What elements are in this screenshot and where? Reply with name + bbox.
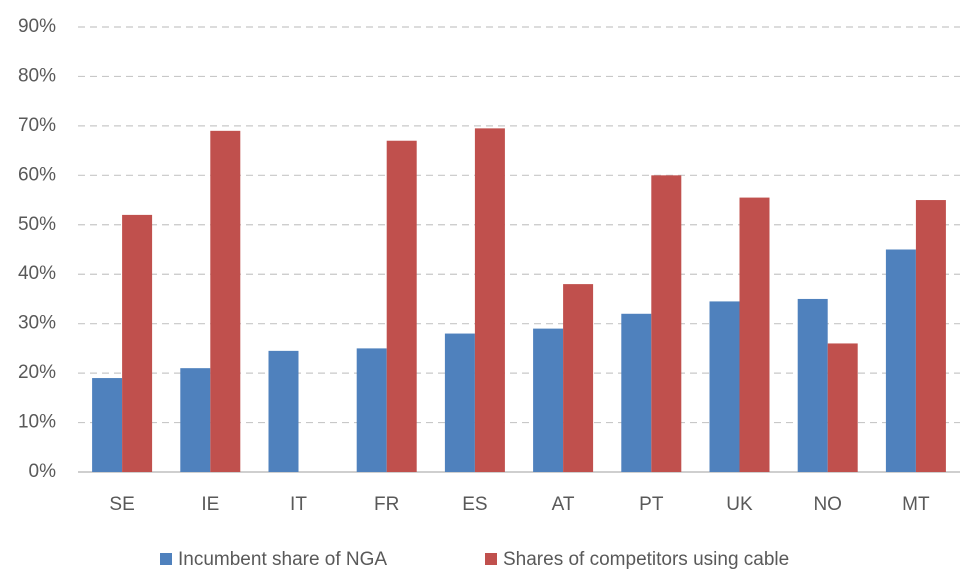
- y-tick-label: 40%: [18, 263, 56, 284]
- x-tick-label: NO: [813, 494, 842, 515]
- y-tick-label: 80%: [18, 65, 56, 86]
- x-tick-label: SE: [109, 494, 134, 515]
- x-tick-label: MT: [902, 494, 930, 515]
- x-tick-label: UK: [726, 494, 753, 515]
- bar: [92, 378, 123, 472]
- bar: [709, 301, 740, 472]
- legend-swatch: [160, 553, 172, 565]
- bar: [827, 343, 858, 472]
- y-tick-label: 30%: [18, 313, 56, 334]
- y-tick-label: 90%: [18, 16, 56, 37]
- y-tick-label: 0%: [29, 461, 57, 482]
- bar: [651, 175, 682, 473]
- bar: [180, 368, 211, 472]
- y-tick-label: 10%: [18, 412, 56, 433]
- bar: [474, 128, 505, 472]
- bar: [621, 313, 652, 472]
- legend-label: Shares of competitors using cable: [503, 549, 789, 570]
- y-tick-label: 50%: [18, 214, 56, 235]
- bar: [533, 328, 564, 472]
- bar: [739, 197, 770, 473]
- x-tick-label: AT: [552, 494, 575, 515]
- x-tick-label: IT: [290, 494, 307, 515]
- x-tick-label: ES: [462, 494, 487, 515]
- x-tick-label: IE: [201, 494, 219, 515]
- x-tick-label: FR: [374, 494, 399, 515]
- bar: [885, 249, 916, 472]
- bar: [444, 333, 475, 472]
- legend-label: Incumbent share of NGA: [178, 549, 387, 570]
- bar: [268, 350, 299, 472]
- bar: [122, 214, 153, 472]
- y-tick-label: 20%: [18, 362, 56, 383]
- y-tick-label: 60%: [18, 164, 56, 185]
- bar: [356, 348, 387, 472]
- y-tick-label: 70%: [18, 115, 56, 136]
- bar: [386, 140, 417, 472]
- bar: [797, 298, 828, 472]
- bar: [563, 284, 594, 472]
- legend-swatch: [485, 553, 497, 565]
- bar: [915, 200, 946, 473]
- bar: [210, 130, 241, 473]
- x-tick-label: PT: [639, 494, 664, 515]
